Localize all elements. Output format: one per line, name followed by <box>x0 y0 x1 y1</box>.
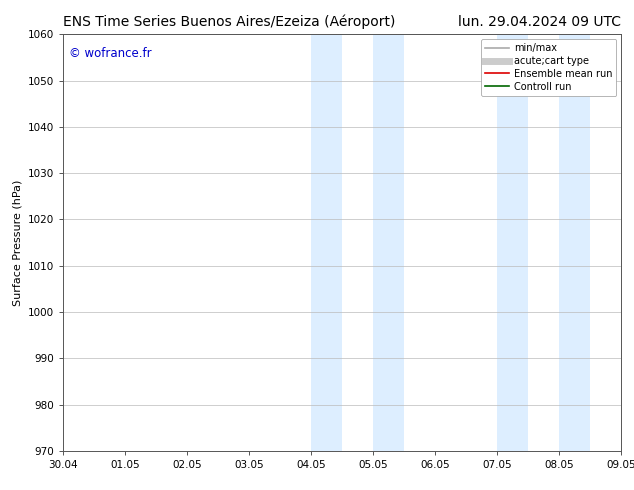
Text: ENS Time Series Buenos Aires/Ezeiza (Aéroport): ENS Time Series Buenos Aires/Ezeiza (Aér… <box>63 15 396 29</box>
Text: lun. 29.04.2024 09 UTC: lun. 29.04.2024 09 UTC <box>458 15 621 29</box>
Text: © wofrance.fr: © wofrance.fr <box>69 47 152 60</box>
Bar <box>311 34 342 451</box>
Legend: min/max, acute;cart type, Ensemble mean run, Controll run: min/max, acute;cart type, Ensemble mean … <box>481 39 616 96</box>
Bar <box>373 34 404 451</box>
Y-axis label: Surface Pressure (hPa): Surface Pressure (hPa) <box>13 179 23 306</box>
Bar <box>497 34 528 451</box>
Bar <box>559 34 590 451</box>
